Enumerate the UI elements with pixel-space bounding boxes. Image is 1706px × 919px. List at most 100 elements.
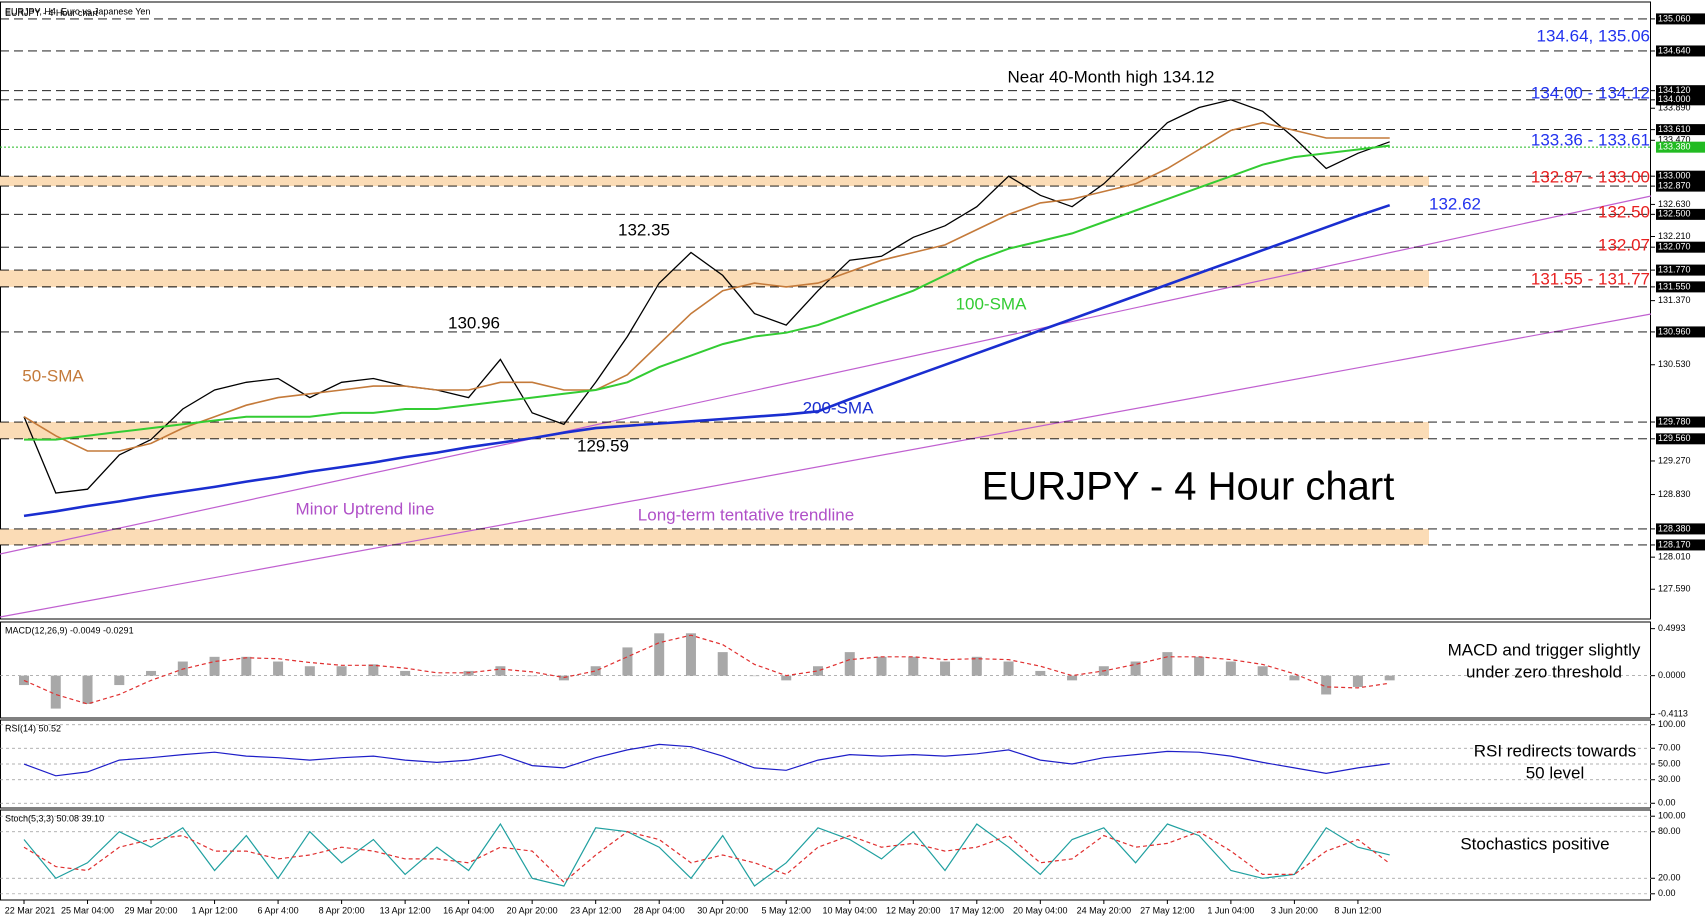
y-tick-label-box (1656, 539, 1705, 551)
panel-title: Stoch(5,3,3) 50.08 39.10 (5, 813, 104, 823)
x-tick-label: 10 May 04:00 (822, 905, 877, 915)
y-tick-label: 20.00 (1658, 873, 1681, 883)
macd-bar (1067, 675, 1078, 681)
x-tick-label: 1 Jun 04:00 (1207, 905, 1254, 915)
y-tick-label: 134.120 (1658, 85, 1691, 95)
series-label: 100-SMA (956, 294, 1028, 313)
x-tick-label: 20 May 04:00 (1013, 905, 1068, 915)
macd-bar (1384, 675, 1395, 681)
sma-line (24, 144, 1390, 441)
y-tick-label-box (1656, 13, 1705, 25)
support-resistance-zone (0, 422, 1429, 439)
macd-bar (876, 656, 887, 676)
macd-bar (114, 675, 125, 686)
panel-annotation: under zero threshold (1466, 662, 1622, 681)
x-tick-label: 17 May 12:00 (950, 905, 1005, 915)
macd-bar (813, 666, 823, 676)
x-tick-label: 27 May 12:00 (1140, 905, 1195, 915)
macd-bar (1130, 661, 1141, 676)
y-tick-label: 132.210 (1658, 231, 1691, 241)
zones-layer (0, 176, 1429, 545)
x-tick-label: 5 May 12:00 (761, 905, 811, 915)
macd-bar (685, 633, 696, 676)
annotation: Near 40-Month high 134.12 (1008, 67, 1215, 86)
macd-bar (241, 656, 252, 676)
y-tick-label: 100.00 (1658, 811, 1686, 821)
macd-bar (1321, 675, 1332, 695)
y-tick-label: 131.370 (1658, 295, 1691, 305)
current-price-box (1656, 141, 1705, 153)
x-tick-label: 28 Apr 04:00 (634, 905, 685, 915)
x-tick-label: 12 May 20:00 (886, 905, 941, 915)
panel-title: MACD(12,26,9) -0.0049 -0.0291 (5, 625, 134, 635)
rsi-line (23, 743, 1390, 777)
y-tick-label: 100.00 (1658, 719, 1686, 729)
macd-bar (1162, 652, 1173, 676)
panel-annotation: MACD and trigger slightly (1448, 640, 1641, 659)
x-tick-label: 8 Apr 20:00 (319, 905, 365, 915)
macd-bar (82, 675, 93, 704)
y-tick-label: 132.630 (1658, 199, 1691, 209)
macd-panel-frame (0, 621, 1651, 719)
y-tick-label: 132.070 (1658, 242, 1691, 252)
y-tick-label: 128.010 (1658, 552, 1691, 562)
x-tick-label: 16 Apr 04:00 (443, 905, 494, 915)
support-resistance-zone (0, 528, 1429, 545)
macd-bar (368, 664, 379, 676)
y-tick-label: 0.4993 (1658, 623, 1686, 633)
x-tick-label: 22 Mar 2021 (5, 905, 56, 915)
stoch-d-line (23, 831, 1391, 884)
macd-bar (622, 647, 633, 676)
minor-uptrend-line (0, 195, 1652, 555)
y-tick-label: 128.830 (1658, 489, 1691, 499)
header: EURJPY, H4: Euro vs Japanese Yen (5, 6, 150, 16)
y-tick-label: 133.610 (1658, 124, 1691, 134)
stoch-k-line (23, 822, 1390, 887)
x-tick-label: 30 Apr 20:00 (697, 905, 748, 915)
macd-bar (908, 656, 919, 676)
macd-bar (781, 675, 792, 681)
y-tick-label: 127.590 (1658, 584, 1691, 594)
y-tick-label: 70.00 (1658, 743, 1681, 753)
annotation: 132.50 (1598, 202, 1650, 221)
macd-bar (495, 666, 506, 676)
y-tick-label-box (1656, 433, 1705, 445)
main-panel-frame (0, 1, 1651, 620)
sma-line (23, 203, 1391, 518)
annotation: Minor Uptrend line (296, 499, 435, 518)
macd-bar (1035, 670, 1046, 676)
x-tick-label: 3 Jun 20:00 (1271, 905, 1318, 915)
y-tick-label-box (1656, 45, 1705, 57)
y-tick-label-box (1656, 208, 1705, 220)
y-tick-label: 130.960 (1658, 326, 1691, 336)
macd-bar (844, 652, 855, 676)
x-tick-label: 23 Apr 12:00 (570, 905, 621, 915)
annotation: 132.87 - 133.00 (1531, 167, 1650, 186)
y-tick-label: 132.870 (1658, 180, 1691, 190)
series-label: 200-SMA (803, 398, 875, 417)
y-tick-label: 129.560 (1658, 433, 1691, 443)
y-tick-label: 132.500 (1658, 209, 1691, 219)
y-tick-label-box (1656, 416, 1705, 428)
y-tick-label: 134.640 (1658, 45, 1691, 55)
macd-bar (1289, 675, 1300, 681)
y-tick-label-box (1656, 124, 1705, 136)
macd-bar (654, 633, 665, 676)
y-tick-label: 50.00 (1658, 758, 1681, 768)
x-tick-label: 1 Apr 12:00 (192, 905, 238, 915)
y-tick-label: 128.170 (1658, 539, 1691, 549)
macd-bar (431, 675, 442, 677)
macd-bar (940, 661, 951, 676)
y-tick-label: 0.00 (1658, 798, 1676, 808)
macd-bar (336, 666, 347, 676)
macd-bar (19, 675, 29, 686)
macd-bar (1194, 656, 1205, 676)
annotation: 132.62 (1429, 194, 1481, 213)
macd-bar (1225, 661, 1236, 676)
y-tick-label: 128.380 (1658, 523, 1691, 533)
y-tick-label: 130.530 (1658, 359, 1691, 369)
y-tick-label: 129.270 (1658, 455, 1691, 465)
y-tick-label-box (1656, 523, 1705, 535)
macd-bar (749, 675, 760, 677)
